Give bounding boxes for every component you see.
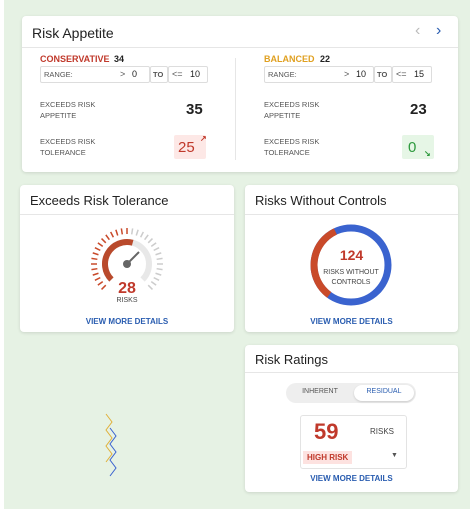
to-op: <= [172,69,183,79]
tolerance-badge [402,135,434,159]
card-title: Risk Appetite [32,25,114,41]
to-op: <= [396,69,407,79]
card-title: Exceeds Risk Tolerance [30,193,169,208]
to-value-box [392,66,432,83]
tolerance-badge [174,135,206,159]
view-details-link[interactable]: VIEW MORE DETAILS [85,317,169,326]
to-value: 15 [414,69,425,79]
risk-appetite-card: Risk Appetite ‹ › CONSERVATIVE 34 RANGE: >0… [22,16,458,172]
group-name: BALANCED [264,54,315,64]
tolerance-label: EXCEEDS RISK TOLERANCE [40,137,96,157]
from-value: 0 [132,69,138,79]
next-button[interactable]: › [436,22,442,39]
tolerance-label: EXCEEDS RISK TOLERANCE [264,137,320,157]
group-count: 34 [114,54,125,64]
prev-button[interactable]: ‹ [415,22,421,39]
without-controls-card: Risks Without Controls 124 RISKS WITHOUT… [245,185,458,332]
rating-box [300,415,407,469]
card-title: Risks Without Controls [255,193,387,208]
decoration [105,413,117,477]
range-box [40,66,150,83]
appetite-value: 23 [410,101,427,118]
dropdown[interactable]: ▼ [391,452,398,459]
label: RISKS WITHOUT CONTROLS [323,269,379,286]
level-badge: HIGH RISK [303,451,353,464]
appetite-label: EXCEEDS RISK APPETITE [40,100,96,120]
to-label: TO [153,70,164,79]
to-value-box [168,66,208,83]
risk-ratings-card: Risk Ratings INHERENT RESIDUAL 59 RISKS … [245,345,458,492]
range-label: RANGE: [44,70,73,79]
tolerance-value: 0 [408,139,417,156]
to-value: 10 [190,69,201,79]
tab-active[interactable]: RESIDUAL [366,388,402,395]
to-box [374,66,392,83]
trend-arrow: ↗ [200,134,207,143]
appetite-value: 35 [186,101,203,118]
view-details-link[interactable]: VIEW MORE DETAILS [310,474,393,483]
tab[interactable]: INHERENT [302,388,338,395]
range-label: RANGE: [268,70,297,79]
risk-count: 124 [339,247,364,263]
donut [310,224,392,306]
to-box [150,66,168,83]
appetite-label: EXCEEDS RISK APPETITE [264,100,320,120]
from-op: > [120,69,126,79]
to-label: TO [377,70,388,79]
risk-count: 28 [118,280,136,297]
unit: RISKS [116,297,138,304]
card-title: Risk Ratings [255,352,328,367]
group-name: CONSERVATIVE [40,54,110,64]
risk-count: 59 [314,419,339,444]
unit: RISKS [370,427,395,436]
tolerance-value: 25 [178,139,195,156]
trend-arrow: ↘ [424,149,431,158]
view-details-link[interactable]: VIEW MORE DETAILS [310,317,393,326]
range-box [264,66,374,83]
exceeds-tolerance-card: Exceeds Risk Tolerance 28 RISKS VIEW MOR… [20,185,234,332]
gauge [91,228,163,290]
group-count: 22 [320,54,331,64]
from-op: > [344,69,350,79]
from-value: 10 [356,69,367,79]
